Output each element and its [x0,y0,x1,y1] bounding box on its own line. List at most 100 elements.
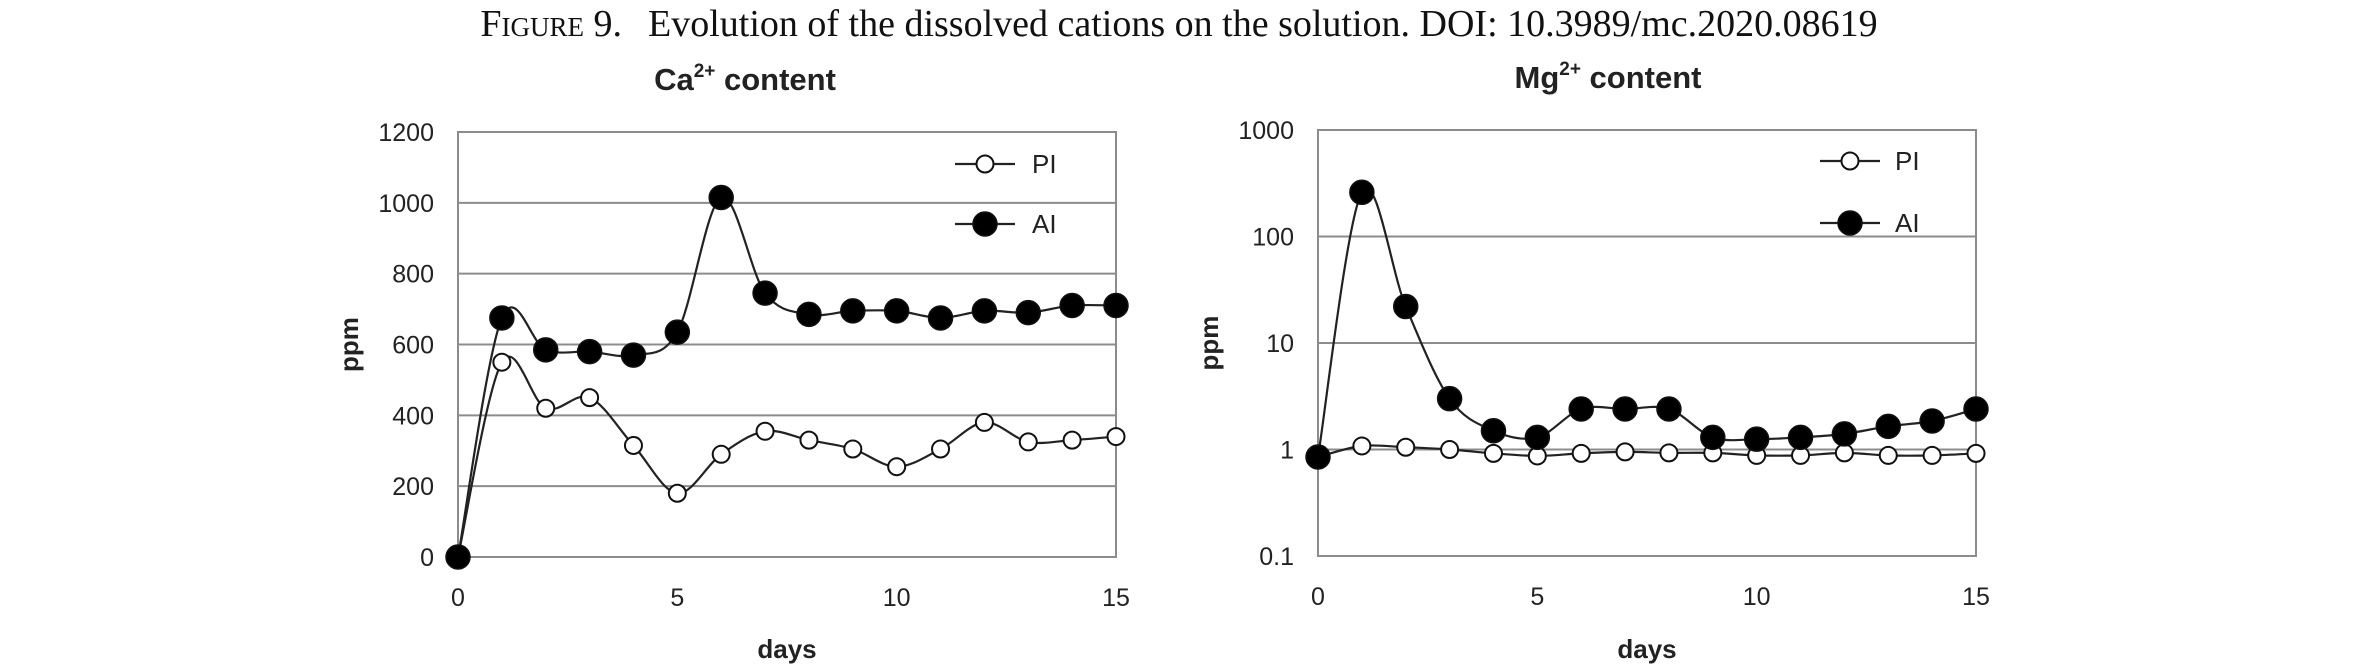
ca-point-ai [796,301,822,328]
mg-point-ai [1305,444,1331,470]
ca-point-pi [623,435,643,455]
mg-series-line-pi [1317,444,1977,459]
ca-x-tick-label: 15 [1102,584,1130,612]
ca-point-pi [755,421,775,441]
ca-point-ai [708,184,734,211]
mg-y-tick-label: 100 [1252,224,1294,252]
ca-x-tick-label: 0 [451,584,465,612]
ca-point-pi [1106,427,1126,447]
mg-point-pi [1483,443,1503,463]
mg-point-ai [1700,424,1726,451]
mg-x-tick-label: 5 [1530,583,1544,611]
mg-point-ai [1963,396,1989,422]
mg-legend-label-pi: PI [1895,146,1920,176]
ca-y-tick-label: 1000 [378,190,434,218]
ca-point-ai [445,544,471,570]
mg-point-pi [1966,443,1986,463]
ca-point-ai [840,298,866,324]
figure-caption-text: Evolution of the dissolved cations on th… [648,3,1878,45]
ca-point-pi [536,398,556,418]
mg-point-pi [1922,445,1942,465]
ca-point-ai [532,337,559,363]
mg-x-tick-label: 10 [1743,583,1771,611]
ca-plot-area [457,131,1117,558]
ca-point-pi [974,412,994,432]
ca-point-ai [971,298,998,324]
ca-y-tick-label: 200 [392,473,434,501]
mg-series-line-ai [1316,187,1977,458]
mg-point-pi [1834,443,1854,463]
ca-point-pi [931,439,951,459]
mg-point-ai [1568,396,1594,422]
mg-point-ai [1656,396,1682,422]
ca-point-ai [1015,299,1042,326]
mg-chart-title: Mg2+ content [1515,59,1702,95]
ca-legend-label-pi: PI [1032,149,1057,179]
mg-point-ai [1524,424,1551,451]
ca-y-tick-label: 600 [392,332,434,360]
ca-point-ai [1103,292,1129,319]
mg-legend-marker-ai [1837,210,1863,236]
mg-point-ai [1831,421,1858,447]
mg-plot-area [1317,129,1977,557]
ca-point-ai [664,319,691,345]
figure-caption: Figure 9. Evolution of the dissolved cati… [0,2,2358,46]
ca-y-tick-label: 400 [392,402,434,430]
mg-point-pi [1440,440,1460,459]
mg-point-ai [1787,424,1814,451]
mg-x-tick-label: 15 [1962,583,1990,611]
mg-point-pi [1878,445,1898,465]
mg-y-tick-label: 1 [1280,437,1294,465]
ca-point-pi [799,430,819,450]
ca-content-chart: Ca2+ content 0 200 400 600 800 1000 1200 0 5 10 15 d… [334,61,1130,664]
ca-point-pi [1018,432,1038,452]
ca-point-pi [492,352,512,372]
ca-legend-label-ai: AI [1032,209,1057,239]
mg-point-pi [1615,442,1635,462]
ca-y-tick-label: 0 [420,544,434,572]
mg-point-ai [1480,417,1507,444]
ca-x-axis-title: days [757,634,816,664]
ca-point-ai [1059,292,1085,319]
mg-point-pi [1659,443,1679,463]
ca-point-pi [887,457,907,477]
mg-point-ai [1436,385,1463,412]
mg-y-tick-label: 0.1 [1259,543,1294,571]
mg-x-tick-label: 0 [1311,583,1325,611]
ca-legend-marker-pi [975,154,995,174]
ca-point-ai [883,298,910,324]
mg-point-ai [1919,408,1945,434]
mg-content-chart: Mg2+ content 0.1 1 10 100 1000 0 5 10 15 days ppm PI… [1194,59,1990,664]
ca-point-pi [580,388,600,408]
ca-point-ai [489,305,515,331]
ca-x-tick-label: 5 [670,584,684,612]
mg-point-ai [1743,426,1770,452]
mg-y-tick-label: 1000 [1238,117,1294,145]
ca-series-line-pi [456,355,1117,558]
ca-point-ai [927,305,954,331]
ca-point-ai [620,342,647,368]
mg-legend-label-ai: AI [1895,208,1920,238]
mg-y-axis-title: ppm [1194,316,1224,371]
ca-point-ai [752,280,778,306]
ca-x-tick-label: 10 [883,584,911,612]
ca-y-axis-title: ppm [334,317,364,372]
ca-point-pi [667,483,687,503]
mg-x-axis-title: days [1617,634,1676,664]
ca-y-tick-label: 1200 [378,119,434,147]
ca-chart-title: Ca2+ content [654,61,836,97]
mg-point-pi [1396,437,1416,457]
mg-legend-marker-pi [1840,151,1860,171]
ca-legend-marker-ai [972,211,998,237]
ca-point-ai [576,338,603,365]
ca-point-pi [843,439,863,459]
ca-point-pi [711,444,731,464]
mg-point-ai [1612,396,1638,422]
mg-point-ai [1349,179,1375,206]
mg-point-ai [1875,413,1902,440]
mg-y-tick-label: 10 [1266,330,1294,358]
mg-point-ai [1392,293,1419,320]
mg-point-pi [1352,436,1372,456]
ca-y-tick-label: 800 [392,261,434,289]
